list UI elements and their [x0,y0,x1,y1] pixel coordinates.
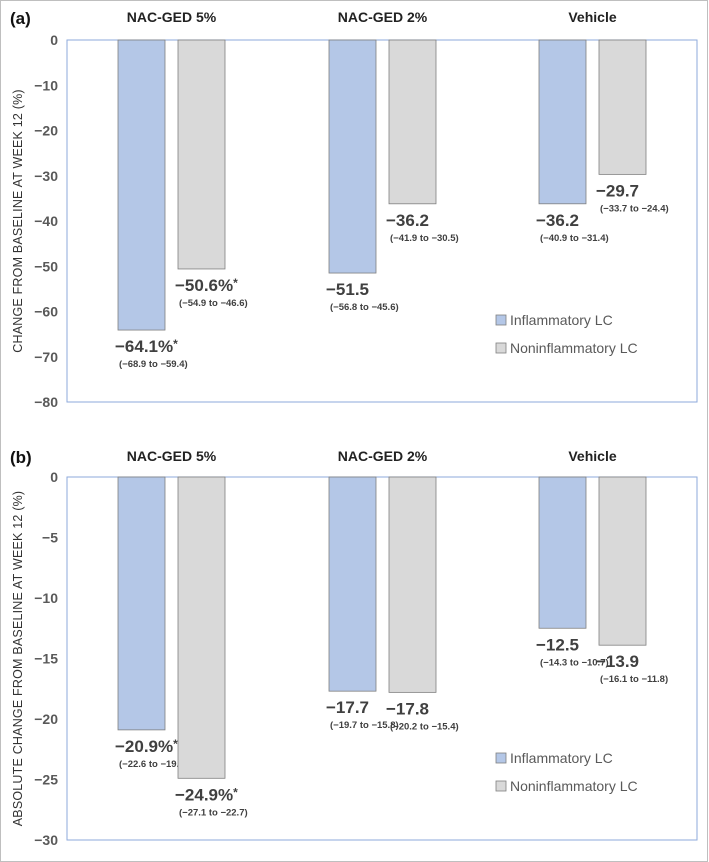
confidence-interval-label: (−27.1 to −22.7) [179,807,248,818]
confidence-interval-label: (−14.3 to −10.7) [540,657,609,668]
data-label: −17.7 [326,698,369,717]
confidence-interval-label: (−16.1 to −11.8) [600,674,668,685]
bar-noninflammatory [388,39,437,205]
y-tick-label: −15 [34,651,58,667]
plot-area [66,39,698,403]
data-label: −20.9%* [115,737,178,756]
y-tick-label: −30 [34,168,58,184]
category-title: NAC-GED 5% [127,9,217,25]
y-axis-label: ABSOLUTE CHANGE FROM BASELINE AT WEEK 12… [11,491,25,827]
bar-noninflammatory [388,476,437,693]
category-title: Vehicle [568,9,616,25]
legend-label: Noninflammatory LC [510,340,638,356]
legend-swatch [495,780,507,792]
y-tick-label: −20 [34,123,58,139]
data-label: −17.8 [386,699,429,718]
bar-inflammatory [328,476,377,692]
y-tick-label: 0 [50,469,58,485]
category-title: NAC-GED 2% [338,448,428,464]
bar-inflammatory [538,476,587,629]
legend-label: Inflammatory LC [510,312,613,328]
legend-swatch [495,314,507,326]
bar-noninflammatory [598,476,647,646]
y-tick-label: −10 [34,77,58,93]
y-tick-label: −60 [34,304,58,320]
category-title: Vehicle [568,448,616,464]
bar-noninflammatory [177,39,226,270]
legend-label: Inflammatory LC [510,750,613,766]
y-tick-label: 0 [50,32,58,48]
panel-label: (b) [10,448,32,467]
legend-swatch [495,342,507,354]
significance-marker: * [233,276,238,290]
y-tick-label: −25 [34,772,58,788]
category-title: NAC-GED 5% [127,448,217,464]
confidence-interval-label: (−33.7 to −24.4) [600,203,669,214]
y-tick-label: −5 [42,530,58,546]
y-tick-label: −20 [34,711,58,727]
significance-marker: * [173,737,178,751]
significance-marker: * [233,785,238,799]
data-label: −51.5 [326,280,369,299]
legend-swatch [495,752,507,764]
data-label: −50.6%* [175,276,238,295]
panel-a: (a) NAC-GED 5% NAC-GED 2% Vehicle 0 −10 −20 −30… [10,9,698,410]
confidence-interval-label: (−19.7 to −15.8) [330,720,399,731]
category-title: NAC-GED 2% [338,9,428,25]
panel-label: (a) [10,9,31,28]
bar-inflammatory [538,39,587,205]
bar-noninflammatory [598,39,647,175]
y-tick-label: −50 [34,258,58,274]
confidence-interval-label: (−20.2 to −15.4) [390,721,459,732]
y-tick-label: −70 [34,349,58,365]
y-axis-label: CHANGE FROM BASELINE AT WEEK 12 (%) [11,89,25,353]
y-tick-label: −10 [34,590,58,606]
data-label: −64.1%* [115,337,178,356]
significance-marker: * [173,337,178,351]
legend-label: Noninflammatory LC [510,778,638,794]
confidence-interval-label: (−68.9 to −59.4) [119,359,188,370]
bar-inflammatory [328,39,377,274]
data-label: −13.9 [596,652,639,671]
confidence-interval-label: (−56.8 to −45.6) [330,302,399,313]
plot-area [66,476,698,841]
y-tick-label: −30 [34,832,58,848]
bar-inflammatory [117,39,166,331]
confidence-interval-label: (−40.9 to −31.4) [540,233,609,244]
bar-inflammatory [117,476,166,731]
y-tick-label: −40 [34,213,58,229]
bar-noninflammatory [177,476,226,779]
confidence-interval-label: (−54.9 to −46.6) [179,298,248,309]
panel-b: (b) NAC-GED 5% NAC-GED 2% Vehicle 0 −5 −10 −15 −… [10,448,698,848]
confidence-interval-label: (−22.6 to −19.1) [119,759,188,770]
confidence-interval-label: (−41.9 to −30.5) [390,233,459,244]
y-tick-label: −80 [34,394,58,410]
data-label: −29.7 [596,181,639,200]
data-label: −36.2 [386,211,429,230]
data-label: −24.9%* [175,785,238,804]
data-label: −12.5 [536,635,579,654]
data-label: −36.2 [536,211,579,230]
